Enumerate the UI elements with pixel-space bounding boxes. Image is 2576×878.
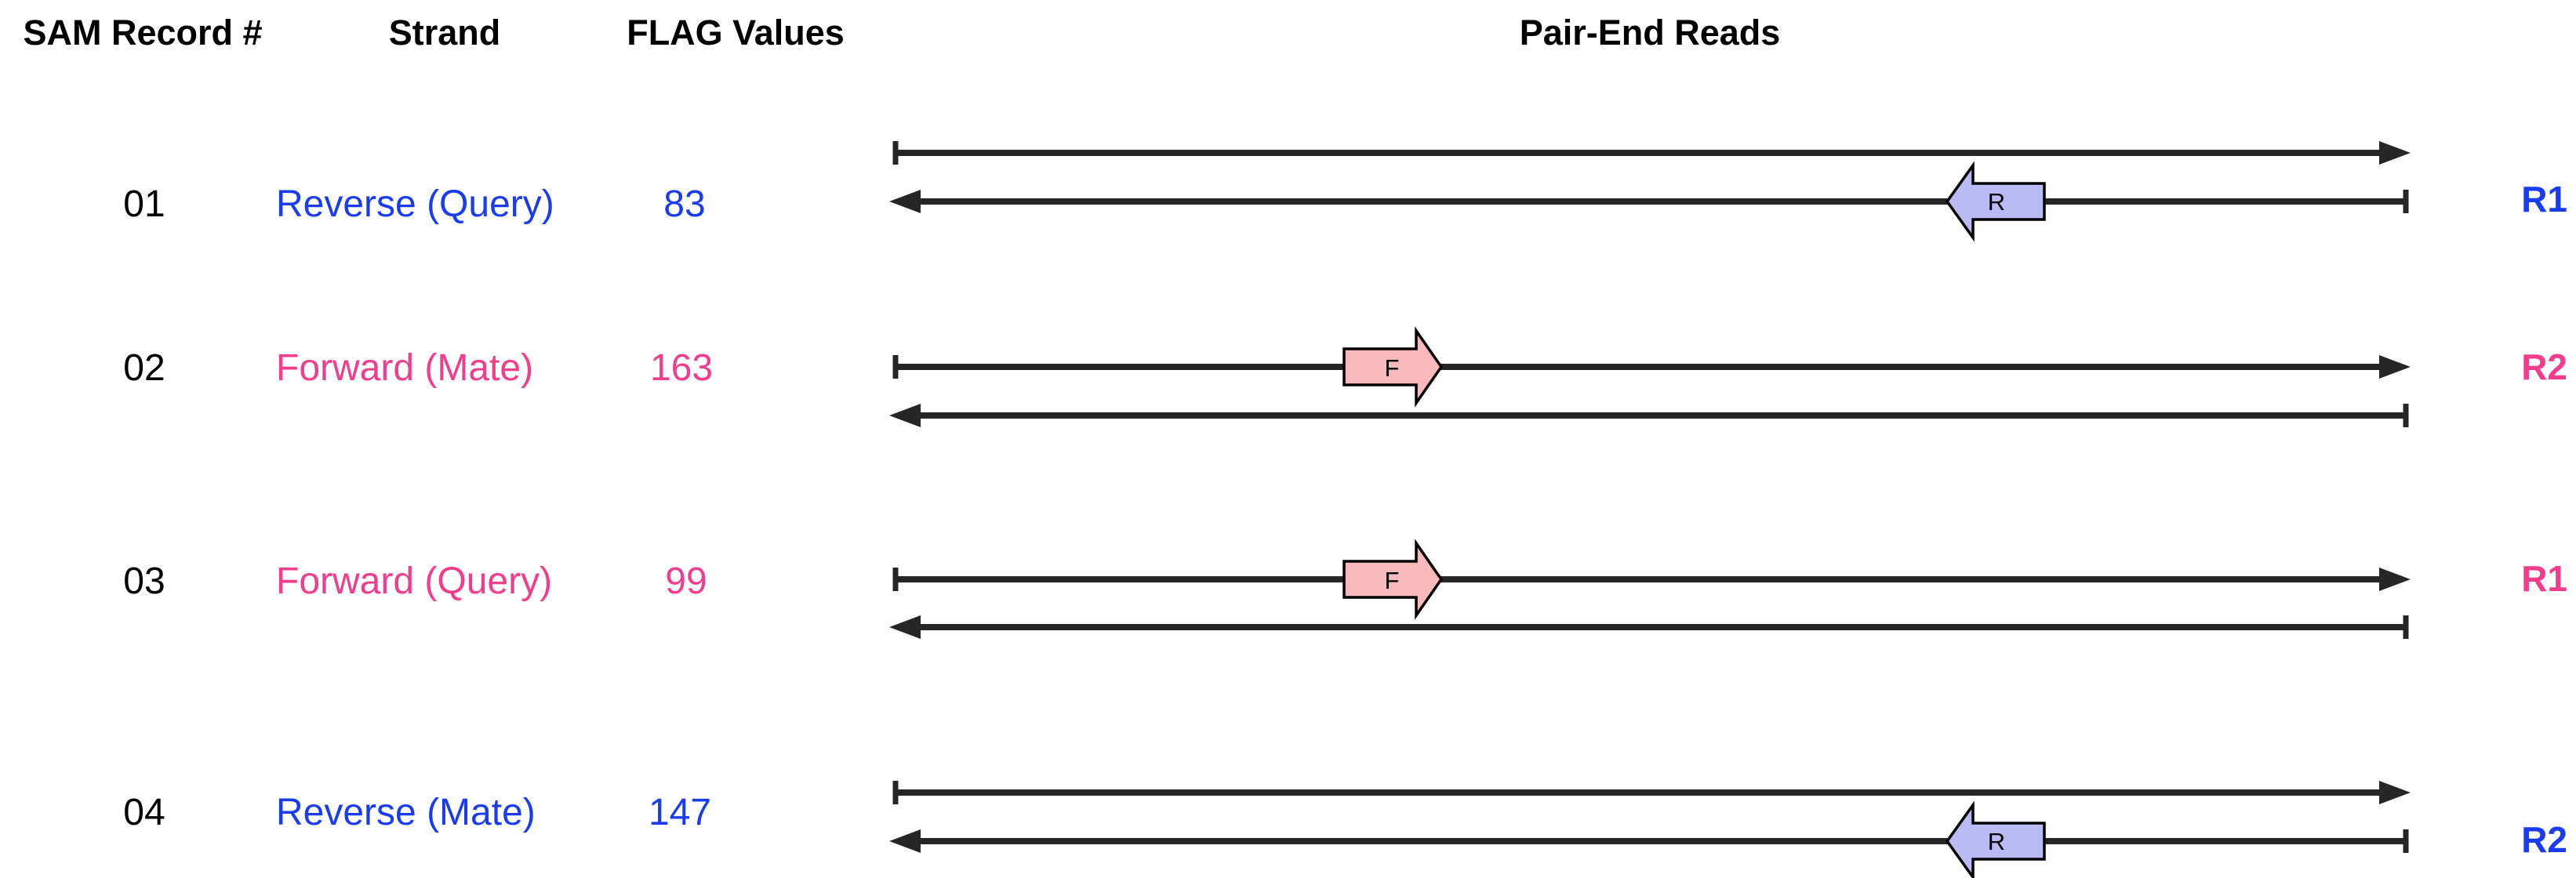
- header-sam-record: SAM Record #: [23, 13, 262, 53]
- header-pair-end-reads: Pair-End Reads: [1520, 13, 1781, 53]
- reverse-strand-line: [889, 404, 2409, 427]
- forward-read-arrow: F: [1342, 326, 1444, 408]
- record-row: 01 Reverse (Query) 83 R R1: [123, 141, 2567, 242]
- record-number: 04: [123, 792, 165, 833]
- reverse-strand-line: [889, 615, 2409, 639]
- header-flag-values: FLAG Values: [627, 13, 845, 53]
- forward-strand-line: [892, 355, 2411, 379]
- record-row: 02 Forward (Mate) 163 F R2: [123, 326, 2567, 427]
- reverse-strand-line: [889, 829, 2409, 853]
- read-tag: R2: [2521, 819, 2567, 860]
- forward-strand-line: [892, 568, 2411, 591]
- forward-strand-line: [892, 141, 2411, 165]
- flag-value: 163: [650, 347, 713, 389]
- flag-value: 83: [663, 183, 705, 225]
- flag-value: 147: [649, 792, 711, 833]
- strand-label: Reverse (Mate): [276, 792, 536, 833]
- read-tag: R1: [2521, 179, 2567, 220]
- header-row: SAM Record # Strand FLAG Values Pair-End…: [23, 13, 1780, 53]
- strand-label: Reverse (Query): [276, 183, 554, 225]
- forward-read-arrow: F: [1342, 539, 1444, 620]
- record-number: 01: [123, 183, 165, 225]
- reverse-strand-line: [889, 190, 2409, 213]
- reverse-read-arrow: R: [1945, 800, 2046, 878]
- read-arrow-label: F: [1385, 354, 1400, 382]
- strand-label: Forward (Mate): [276, 347, 533, 389]
- record-number: 02: [123, 347, 165, 389]
- read-arrow-label: F: [1385, 567, 1400, 594]
- strand-label: Forward (Query): [276, 561, 552, 602]
- flag-value: 99: [665, 561, 707, 602]
- record-number: 03: [123, 561, 165, 602]
- read-tag: R2: [2521, 346, 2567, 387]
- reverse-read-arrow: R: [1945, 161, 2046, 242]
- record-row: 03 Forward (Query) 99 F R1: [123, 539, 2567, 639]
- read-arrow-label: R: [1988, 828, 2005, 855]
- forward-strand-line: [892, 781, 2411, 804]
- read-arrow-label: R: [1988, 188, 2005, 216]
- record-row: 04 Reverse (Mate) 147 R R2: [123, 781, 2567, 878]
- header-strand: Strand: [389, 13, 501, 53]
- read-tag: R1: [2521, 558, 2567, 599]
